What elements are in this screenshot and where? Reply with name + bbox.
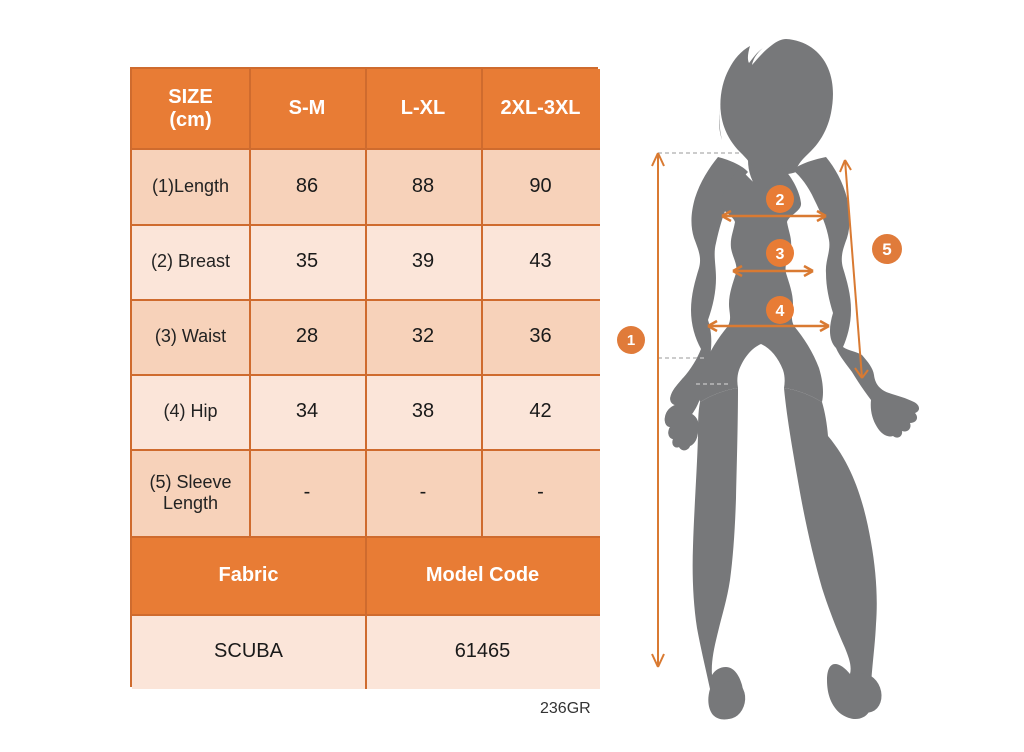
svg-text:4: 4: [776, 303, 785, 320]
svg-text:1: 1: [627, 332, 635, 349]
svg-text:3: 3: [776, 246, 785, 263]
svg-text:2: 2: [776, 192, 785, 209]
svg-text:5: 5: [882, 240, 891, 259]
